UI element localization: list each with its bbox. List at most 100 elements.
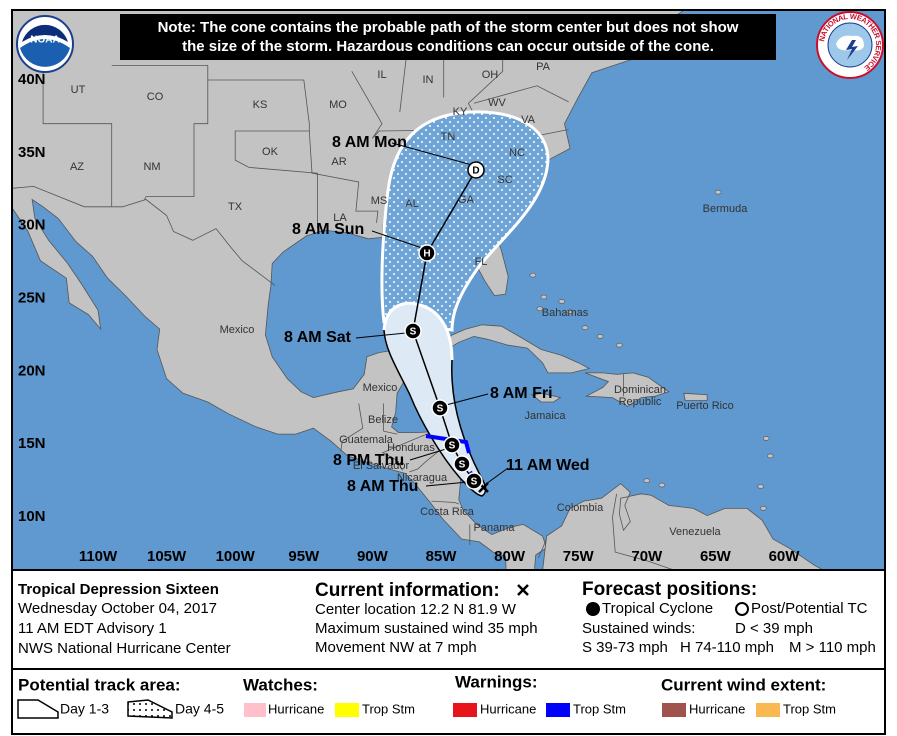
forecast-symbol-letter: S [459,460,466,471]
place-label: UT [71,84,86,96]
island [762,436,770,441]
note-line: Note: The cone contains the probable pat… [158,19,739,36]
island [643,478,651,483]
hurricane-wind-swatch [662,703,686,717]
puerto-rico [683,392,708,401]
forecast-symbol-letter: S [437,404,444,415]
border [308,130,379,223]
lon-label: 110W [79,548,118,565]
current-x-icon [517,584,529,596]
leader [409,448,447,461]
forecast-symbol [467,161,485,179]
place-label: TN [441,131,456,143]
place-label: IL [377,69,386,81]
hurricane-warning-swatch [453,703,477,717]
island [766,453,774,459]
post-tc-icon [735,602,749,616]
forecast-post: Post/Potential TC [751,600,868,617]
island [581,325,589,330]
lon-label: 90W [357,548,389,565]
place-label: El Salvador [353,460,410,472]
place-label: Costa Rica [420,506,475,518]
forecast-symbol [465,472,483,490]
forecast-label: 8 AM Sat [284,329,352,346]
forecast-tropical: Tropical Cyclone [602,600,713,617]
jamaica [530,392,562,403]
current-location: Center location 12.2 N 81.9 W [315,601,517,618]
place-label: Republic [619,396,662,408]
note-line: the size of the storm. Hazardous conditi… [182,38,714,55]
trop-watch-label: Trop Stm [362,701,415,716]
leader [391,142,473,166]
hurricane-watch-swatch [244,703,266,717]
place-label: KY [453,106,468,118]
place-label: VA [521,114,536,126]
day45-icon [127,699,173,719]
border [381,430,435,454]
forecast-label: 8 AM Sun [292,221,364,238]
lon-label: 70W [631,548,663,565]
forecast-h: H 74-110 mph [680,639,774,656]
place-label: MO [329,99,347,111]
storm-source: NWS National Hurricane Center [18,640,231,657]
lon-label: 80W [494,548,526,565]
border [431,500,459,505]
trop-wind-swatch [756,703,780,717]
lon-label: 65W [700,548,732,565]
lon-label: 95W [288,548,320,565]
border [42,50,113,207]
forecast-symbol-letter: S [449,441,456,452]
lat-label: 20N [18,362,46,379]
forecast-symbol [418,244,436,262]
forecast-label: 8 PM Thu [333,452,404,469]
current-title: Current information: [315,580,500,601]
island [540,294,548,300]
place-label: SC [497,174,512,186]
place-label: NC [509,147,525,159]
island [596,334,604,339]
island [760,506,767,511]
wind-title: Current wind extent: [661,675,826,694]
forecast-symbol-letter: H [423,249,430,260]
cone-day13-outline [382,301,454,361]
forecast-symbol [453,455,471,473]
cuba [441,324,591,374]
note-box [120,14,776,60]
place-label: Belize [368,414,398,426]
place-label: FL [475,256,488,268]
border [111,65,209,200]
south-america [542,483,825,570]
lat-label: 25N [18,290,46,307]
place-label: LA [333,212,347,224]
border [473,85,569,104]
border [383,430,398,435]
day13-icon [17,699,59,719]
border [612,493,676,570]
forecast-m: M > 110 mph [789,639,876,656]
place-label: AZ [70,161,84,173]
trop-wind-label: Trop Stm [783,701,836,716]
border [399,53,408,113]
leader [485,467,509,485]
place-label: Puerto Rico [676,400,733,412]
place-label: Venezuela [669,526,721,538]
island [566,309,574,314]
map: UT CO KS MO IL IN OH PA WV VA KY TN NC SC AR OK AZ NM TX MS… [12,10,885,570]
leader [425,481,469,487]
place-label: Guatemala [339,434,394,446]
island [536,306,544,312]
forecast-d: D < 39 mph [735,620,813,637]
forecast-s: S 39-73 mph [582,639,668,656]
lat-label: 10N [18,508,46,525]
place-label: IN [423,74,434,86]
place-label: Mexico [220,324,255,336]
track-title: Potential track area: [18,675,181,694]
island [658,482,666,488]
day45-label: Day 4-5 [175,701,224,717]
place-label: KS [253,99,268,111]
lon-label: 75W [563,548,595,565]
hurricane-warning-label: Hurricane [480,701,536,716]
border [538,538,547,559]
warnings-title: Warnings: [455,672,537,691]
